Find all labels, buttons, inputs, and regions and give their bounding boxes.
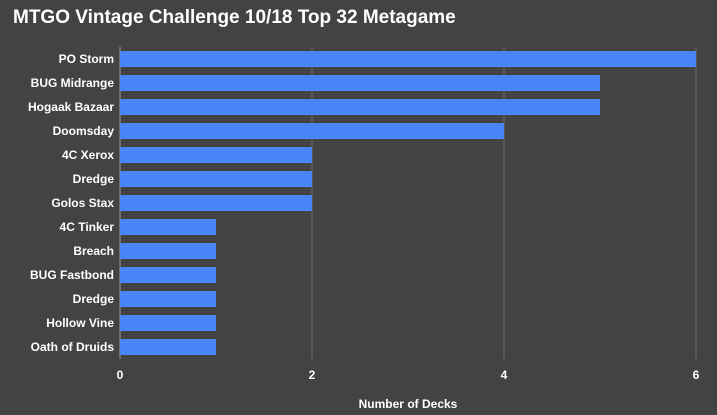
bar (120, 195, 312, 211)
bar (120, 291, 216, 307)
category-label: Hogaak Bazaar (28, 100, 114, 114)
x-tick-labels: 0 2 4 6 (117, 368, 700, 382)
category-label: BUG Midrange (31, 76, 115, 90)
category-label: 4C Tinker (60, 220, 115, 234)
x-tick-label: 6 (693, 368, 700, 382)
bar (120, 171, 312, 187)
x-tick-label: 2 (309, 368, 316, 382)
bars (120, 51, 696, 355)
category-label: Golos Stax (51, 196, 114, 210)
category-label: Doomsday (53, 124, 115, 138)
bar (120, 243, 216, 259)
category-label: Oath of Druids (31, 340, 115, 354)
category-label: PO Storm (59, 52, 114, 66)
category-label: Hollow Vine (46, 316, 114, 330)
bar (120, 75, 600, 91)
bar (120, 315, 216, 331)
bar (120, 219, 216, 235)
bar (120, 267, 216, 283)
chart-title: MTGO Vintage Challenge 10/18 Top 32 Meta… (13, 7, 456, 28)
x-tick-label: 4 (501, 368, 508, 382)
category-label: 4C Xerox (62, 148, 114, 162)
bar (120, 123, 504, 139)
x-tick-label: 0 (117, 368, 124, 382)
bar (120, 147, 312, 163)
bar (120, 99, 600, 115)
x-axis-label: Number of Decks (359, 397, 458, 411)
category-label: Dredge (73, 172, 115, 186)
category-label: Dredge (73, 292, 115, 306)
category-label: BUG Fastbond (30, 268, 114, 282)
bar (120, 339, 216, 355)
category-label: Breach (73, 244, 114, 258)
bar (120, 51, 696, 67)
category-labels: PO Storm BUG Midrange Hogaak Bazaar Doomsda… (28, 52, 114, 354)
